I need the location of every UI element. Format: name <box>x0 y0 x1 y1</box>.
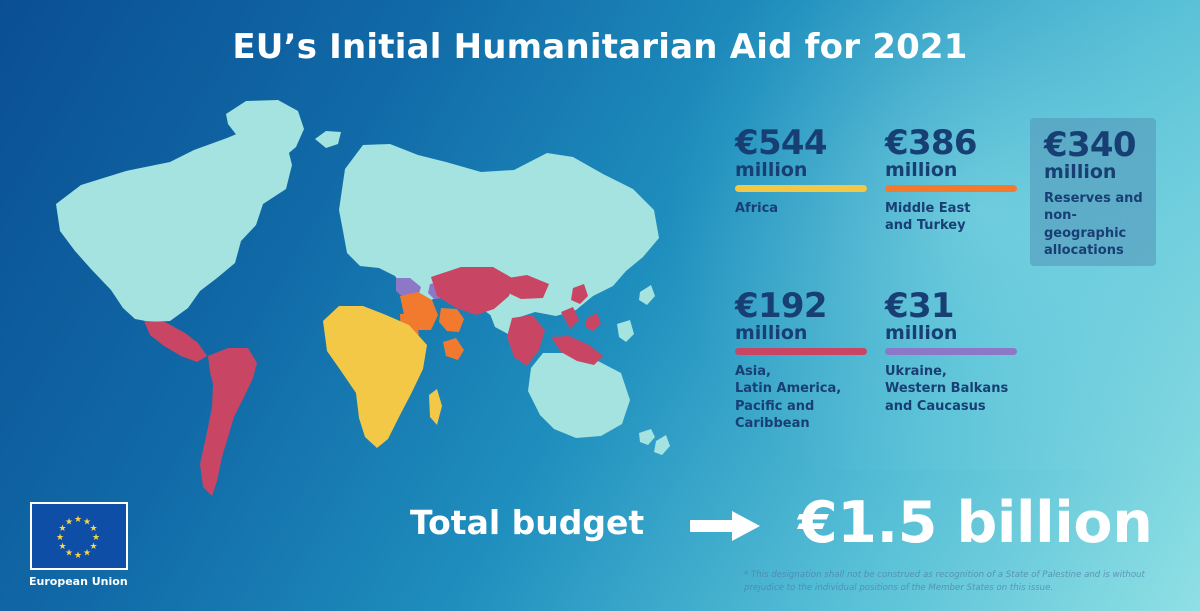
stat-unit: million <box>735 158 808 181</box>
stat-amount: €340 <box>1044 125 1137 165</box>
stat-label: Africa <box>735 200 779 216</box>
eu-label: European Union <box>29 575 128 588</box>
stat-unit: million <box>885 158 958 181</box>
svg-text:★: ★ <box>74 515 82 525</box>
svg-text:★: ★ <box>74 551 82 561</box>
stat-amount: €31 <box>885 286 955 326</box>
stat-label: Ukraine, Western Balkans and Caucasus <box>885 363 1009 414</box>
stat-unit: million <box>735 321 808 344</box>
stat-unit: million <box>1044 160 1117 183</box>
stat-color-bar <box>735 347 867 355</box>
stat-color-bar <box>885 184 1017 192</box>
stat-color-bar <box>735 184 867 192</box>
world-map <box>56 100 670 496</box>
svg-text:★: ★ <box>92 533 100 543</box>
stat-unit: million <box>885 321 958 344</box>
svg-text:★: ★ <box>58 524 66 534</box>
stat-card-ukraine-balkans-caucasus: €31 million Ukraine, Western Balkans and… <box>885 286 1035 415</box>
stat-label: Middle East and Turkey <box>885 200 971 234</box>
map-region-asia-latin-america-pacific-caribbean <box>144 267 603 496</box>
svg-text:★: ★ <box>65 518 73 528</box>
svg-text:★: ★ <box>65 549 73 559</box>
eu-flag-icon: ★ ★ ★ ★ ★ ★ ★ ★ ★ ★ ★ ★ <box>30 502 128 570</box>
total-budget-label: Total budget <box>410 503 645 542</box>
svg-text:★: ★ <box>89 542 97 552</box>
svg-text:★: ★ <box>89 524 97 534</box>
stat-card-middle-east-turkey: €386 million Middle East and Turkey <box>885 123 1035 235</box>
total-budget-row: Total budget €1.5 billion <box>410 490 1170 562</box>
svg-text:★: ★ <box>58 542 66 552</box>
total-budget-value: €1.5 billion <box>798 490 1153 556</box>
stat-amount: €544 <box>735 123 828 163</box>
svg-text:★: ★ <box>83 549 91 559</box>
footnote: * This designation shall not be construe… <box>744 570 1145 593</box>
stats-grid: €544 million Africa €386 million Middle … <box>735 118 1165 458</box>
stat-card-africa: €544 million Africa <box>735 123 885 217</box>
stat-color-bar <box>885 347 1017 355</box>
stat-amount: €192 <box>735 286 828 326</box>
svg-text:★: ★ <box>83 518 91 528</box>
map-land-default <box>56 100 670 455</box>
map-region-africa <box>323 306 442 448</box>
stat-amount: €386 <box>885 123 978 163</box>
stat-card-reserves: €340 million Reserves and non-geographic… <box>1030 118 1156 266</box>
stat-card-asia-latin-america-pacific-caribbean: €192 million Asia, Latin America, Pacifi… <box>735 286 885 433</box>
arrow-right-icon <box>690 511 760 541</box>
stat-label: Reserves and non-geographic allocations <box>1044 190 1143 259</box>
stat-label: Asia, Latin America, Pacific and Caribbe… <box>735 363 842 432</box>
svg-text:★: ★ <box>56 533 64 543</box>
page-title: EU’s Initial Humanitarian Aid for 2021 <box>232 27 968 67</box>
